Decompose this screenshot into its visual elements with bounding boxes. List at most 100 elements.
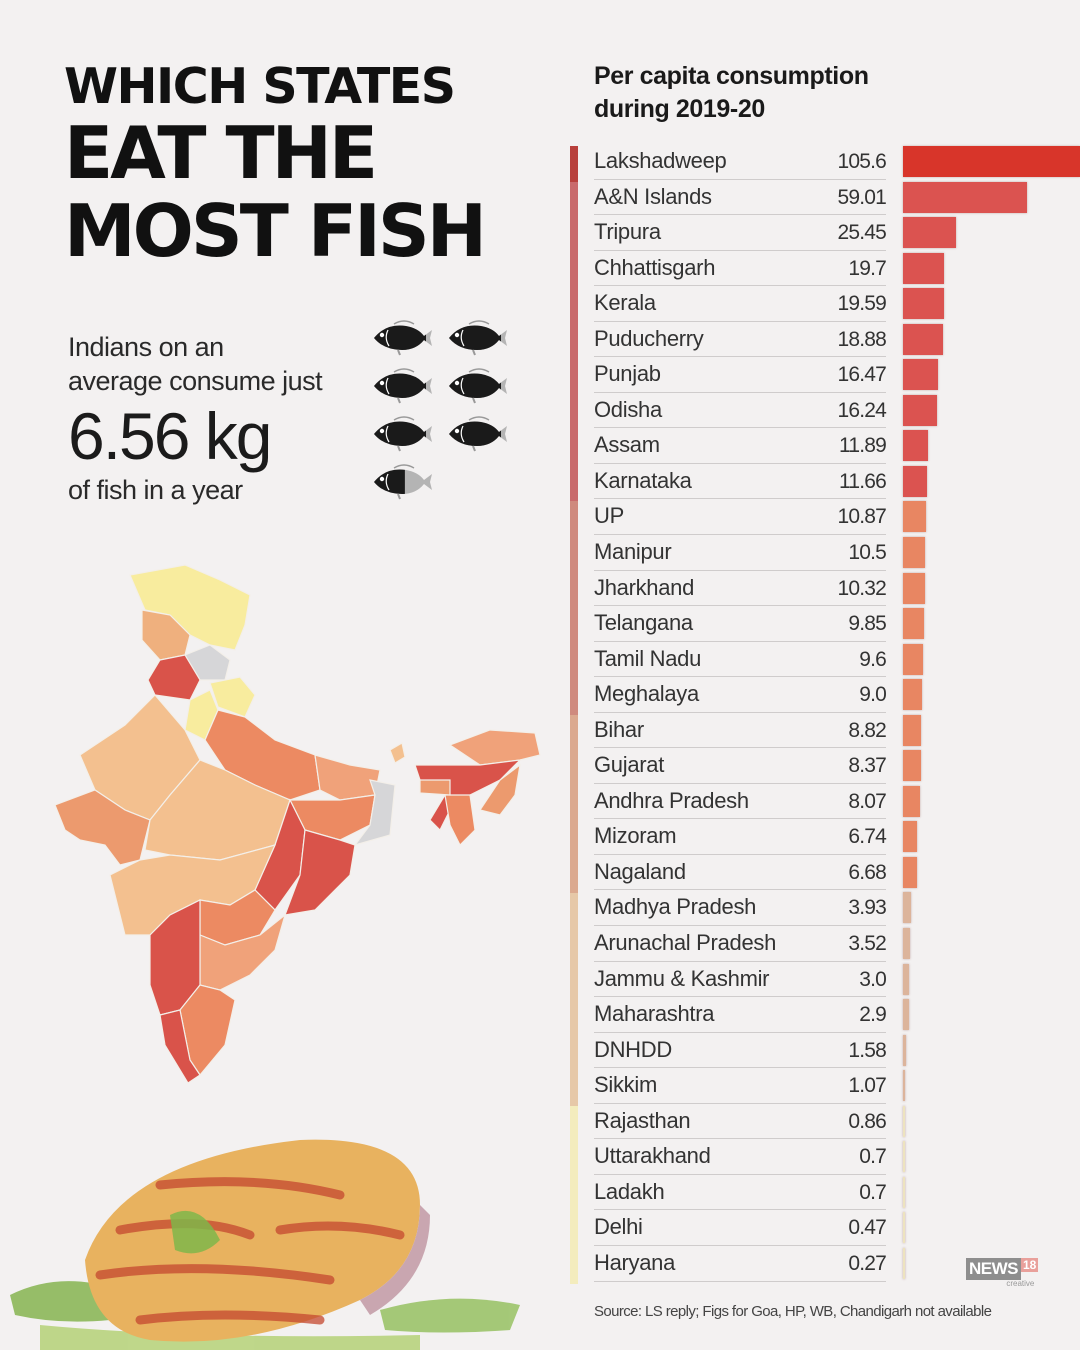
value-bar [903, 572, 925, 604]
map-region-gujarat [54, 789, 151, 866]
state-name: Chhattisgarh [594, 254, 716, 280]
state-value: 11.66 [839, 469, 887, 493]
state-name: Gujarat [594, 752, 665, 778]
row-divider [594, 640, 886, 642]
india-map [54, 564, 541, 1084]
headline-line-1: WHICH STATES [64, 58, 456, 115]
band-segment [570, 181, 578, 502]
state-name: Sikkim [594, 1072, 657, 1098]
fish-icon [449, 320, 507, 356]
map-region-bihar [314, 754, 381, 801]
state-value: 6.74 [848, 825, 886, 849]
row-divider [594, 818, 886, 820]
value-bar [903, 252, 945, 284]
value-bar [903, 714, 922, 746]
state-name: Mizoram [594, 823, 677, 849]
state-value: 2.9 [859, 1003, 887, 1027]
state-name: A&N Islands [594, 183, 712, 209]
state-value: 9.0 [859, 683, 887, 707]
map-region-kerala [159, 1009, 201, 1084]
table-row: UP 10.87 [590, 499, 1080, 536]
table-row: Ladakh 0.7 [590, 1175, 1080, 1211]
table-row: Bihar 8.82 [590, 713, 1080, 749]
headline-line-3: MOST FISH [64, 189, 487, 273]
row-divider [594, 391, 886, 393]
row-divider [594, 1031, 886, 1033]
value-bar [903, 1105, 905, 1137]
row-divider [594, 427, 886, 429]
state-value: 10.87 [837, 505, 886, 529]
table-row: DNHDD 1.58 [590, 1033, 1080, 1069]
table-row: Gujarat 8.37 [590, 748, 1080, 784]
state-name: Jammu & Kashmir [594, 965, 770, 991]
state-value: 1.58 [848, 1038, 886, 1062]
table-row: Maharashtra 2.9 [590, 997, 1080, 1033]
fish-icon [449, 416, 507, 452]
state-name: Rajasthan [594, 1107, 691, 1133]
value-bar [903, 288, 945, 320]
fish-icon [374, 464, 432, 500]
value-bar [903, 146, 1080, 177]
table-row: Meghalaya 9.0 [590, 677, 1080, 713]
logo-text: NEWS [966, 1258, 1021, 1280]
fish-pictogram [370, 318, 520, 500]
state-value: 16.47 [837, 363, 886, 387]
chart-title: Per capita consumption during 2019-20 [594, 60, 869, 126]
state-value: 0.47 [848, 1216, 886, 1240]
fish-icon [449, 368, 507, 404]
national-average-callout: Indians on an average consume just 6.56 … [68, 330, 323, 506]
row-divider [594, 1244, 886, 1246]
table-row: Manipur 10.5 [590, 535, 1080, 571]
state-name: Ladakh [594, 1178, 665, 1204]
value-bar [903, 181, 1027, 213]
row-divider [594, 1067, 886, 1069]
state-value: 10.32 [837, 576, 886, 600]
state-value: 18.88 [837, 327, 886, 351]
value-bar [903, 928, 911, 960]
value-bar [903, 537, 925, 569]
value-bar [903, 465, 928, 497]
row-divider [594, 925, 886, 927]
table-row: Sikkim 1.07 [590, 1068, 1080, 1104]
table-row: Tripura 25.45 [590, 215, 1080, 251]
logo-number: 18 [1021, 1258, 1039, 1272]
table-row: Andhra Pradesh 8.07 [590, 784, 1080, 820]
state-value: 8.37 [848, 754, 886, 778]
state-value: 25.45 [837, 221, 886, 245]
fish-icon [374, 416, 432, 452]
state-value: 0.86 [848, 1109, 886, 1133]
row-divider [594, 960, 886, 962]
table-row: Lakshadweep 105.6 [590, 144, 1080, 180]
state-name: Tamil Nadu [594, 645, 702, 671]
row-divider [594, 1138, 886, 1140]
news18-logo: NEWS 18 creative [966, 1258, 1039, 1288]
state-name: Maharashtra [594, 1001, 715, 1027]
state-value: 3.52 [848, 932, 886, 956]
state-value: 8.07 [848, 789, 886, 813]
row-divider [594, 853, 886, 855]
value-bar [903, 785, 920, 817]
state-value: 3.93 [848, 896, 886, 920]
state-name: Haryana [594, 1249, 676, 1275]
row-divider [594, 889, 886, 891]
row-divider [594, 214, 886, 216]
row-divider [594, 1102, 886, 1104]
state-name: Arunachal Pradesh [594, 930, 777, 956]
value-bar [903, 1070, 906, 1102]
intro-text-2: average consume just [68, 366, 323, 396]
state-name: Assam [594, 432, 660, 458]
table-row: Kerala 19.59 [590, 286, 1080, 322]
row-divider [594, 605, 886, 607]
table-row: Jammu & Kashmir 3.0 [590, 962, 1080, 998]
grilled-fish-illustration [10, 1139, 520, 1350]
headline-line-2: EAT THE [64, 111, 378, 195]
table-row: Karnataka 11.66 [590, 464, 1080, 500]
value-bar [903, 430, 928, 462]
table-row: Odisha 16.24 [590, 393, 1080, 429]
state-value: 105.6 [837, 150, 886, 173]
value-bar [903, 501, 926, 533]
fish-icon [374, 368, 432, 404]
state-value: 3.0 [859, 967, 887, 991]
state-name: Meghalaya [594, 681, 699, 707]
fish-icon [374, 320, 432, 356]
